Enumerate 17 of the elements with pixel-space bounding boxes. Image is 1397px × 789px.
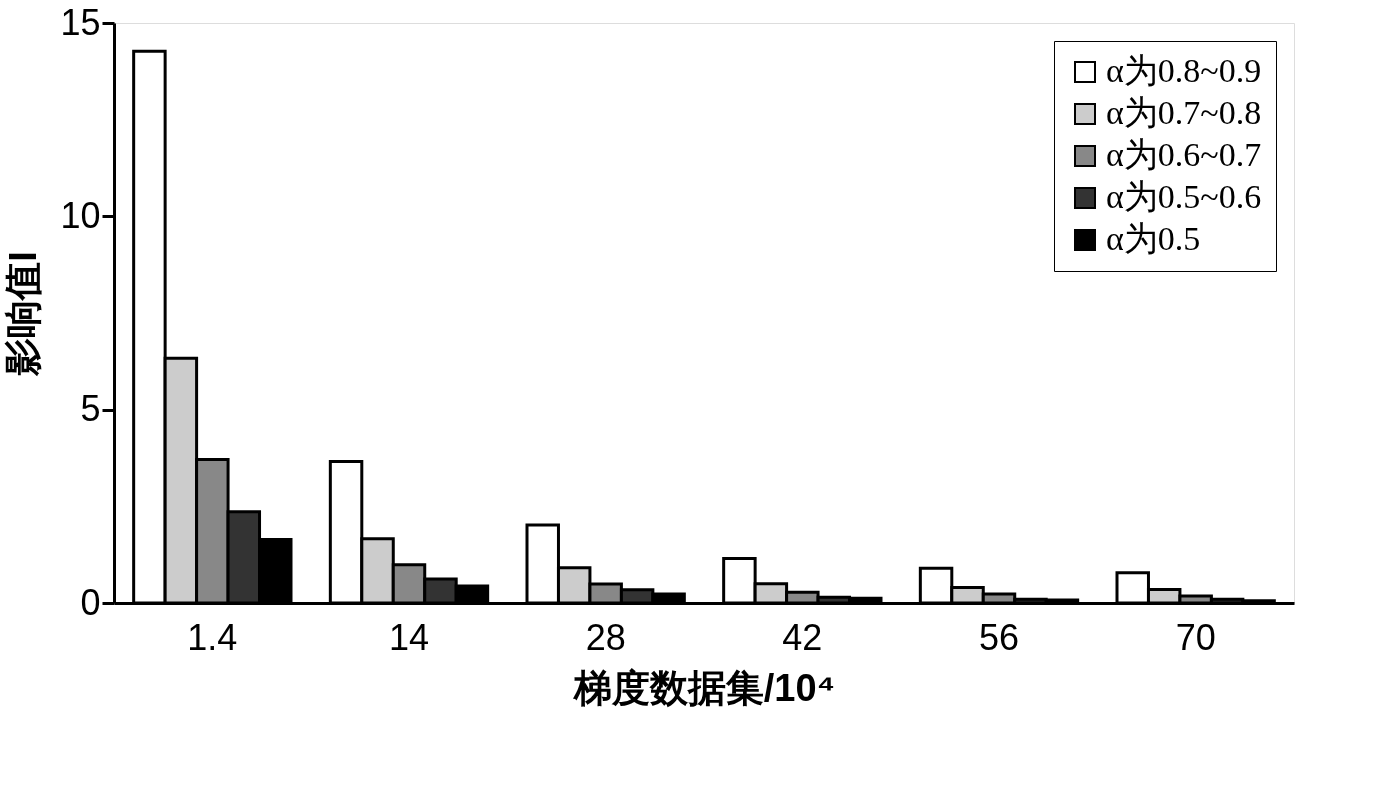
legend-label: α为0.7~0.8 <box>1106 94 1262 131</box>
y-tick-label: 0 <box>80 581 101 623</box>
y-tick-label: 5 <box>80 388 101 430</box>
x-tick-label: 56 <box>978 616 1020 658</box>
y-axis-title: 影响值I <box>2 251 45 377</box>
x-tick-label: 42 <box>782 616 823 658</box>
x-tick-label: 28 <box>585 616 626 658</box>
x-tick-label: 14 <box>388 616 430 658</box>
legend-label: α为0.5~0.6 <box>1106 178 1262 215</box>
y-tick-label: 10 <box>60 194 101 236</box>
legend-label: α为0.8~0.9 <box>1106 52 1262 89</box>
legend-label: α为0.5 <box>1106 220 1201 257</box>
x-tick-label: 70 <box>1175 616 1216 658</box>
legend-label: α为0.6~0.7 <box>1106 136 1262 173</box>
y-tick-label: 15 <box>60 1 101 43</box>
x-axis-title: 梯度数据集/10⁴ <box>571 666 836 709</box>
x-tick-label: 1.4 <box>187 616 238 658</box>
